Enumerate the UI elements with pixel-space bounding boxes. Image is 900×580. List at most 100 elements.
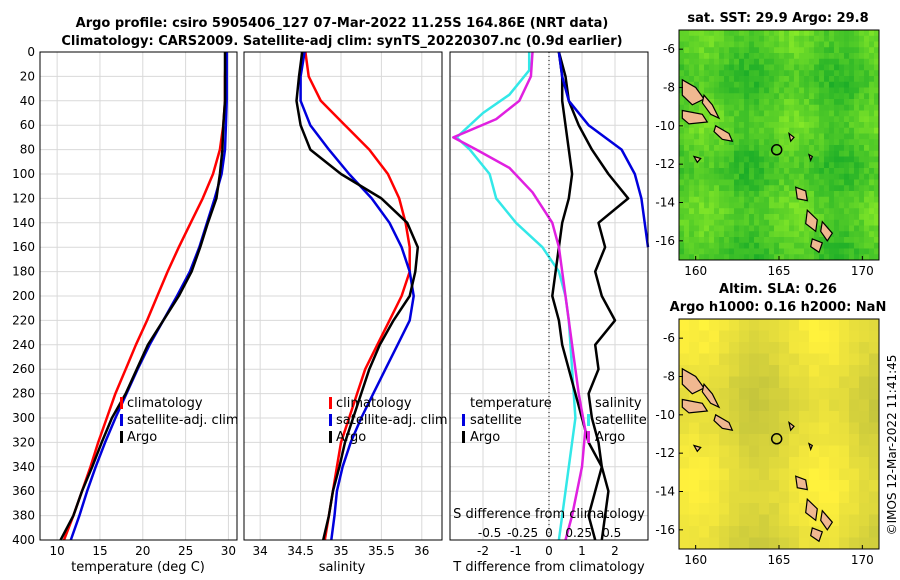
map-cell (699, 376, 710, 389)
map-cell (679, 122, 685, 129)
lat-tick-label: -10 (655, 408, 675, 422)
map-cell (774, 185, 780, 192)
map-cell (854, 53, 860, 60)
map-cell (779, 35, 785, 42)
map-cell (834, 76, 840, 83)
map-cell (679, 173, 685, 180)
map-cell (679, 445, 690, 458)
map-cell (849, 139, 855, 146)
map-cell (759, 64, 765, 71)
map-cell (869, 127, 875, 134)
map-cell (794, 53, 800, 60)
map-cell (759, 537, 770, 550)
map-cell (874, 99, 880, 106)
map-cell (849, 491, 860, 504)
map-cell (759, 179, 765, 186)
map-cell (764, 70, 770, 77)
map-cell (749, 399, 760, 412)
temperature-gridlines (40, 51, 237, 541)
map-cell (859, 64, 865, 71)
map-cell (804, 35, 810, 42)
map-cell (874, 202, 880, 209)
map-cell (819, 411, 830, 423)
map-cell (694, 185, 700, 192)
s-difference-label: S difference from climatology (453, 507, 645, 522)
legend-swatch-climatology (329, 397, 332, 409)
map-cell (859, 179, 865, 186)
map-cell (724, 81, 730, 88)
difference-panel: -2 -1 0 1 2 T difference from climatology S … (449, 51, 650, 575)
map-cell (809, 376, 820, 389)
map-cell (764, 191, 770, 198)
map-cell (804, 87, 810, 94)
map-cell (824, 208, 830, 215)
map-cell (829, 457, 840, 469)
map-cell (789, 116, 795, 123)
map-cell (754, 214, 760, 221)
map-cell (749, 110, 755, 117)
map-cell (699, 214, 705, 221)
map-cell (784, 139, 790, 146)
map-cell (789, 53, 795, 60)
map-cell (859, 445, 870, 458)
map-cell (819, 76, 825, 83)
map-cell (859, 457, 870, 469)
map-cell (859, 139, 865, 146)
map-cell (754, 202, 760, 209)
map-cell (704, 242, 710, 249)
map-cell (829, 196, 835, 203)
map-cell (859, 399, 870, 412)
map-cell (694, 196, 700, 203)
map-cell (749, 116, 755, 123)
map-cell (784, 104, 790, 111)
map-cell (729, 30, 735, 37)
map-cell (869, 116, 875, 123)
sst-map-lon-ticks: 160 165 170 (684, 256, 874, 278)
map-cell (804, 30, 810, 37)
map-cell (799, 248, 805, 255)
map-cell (769, 353, 780, 366)
map-cell (799, 457, 810, 469)
map-cell (694, 30, 700, 37)
map-cell (839, 237, 845, 244)
map-cell (739, 342, 750, 354)
map-cell (759, 365, 770, 377)
map-cell (814, 196, 820, 203)
lon-tick-label: 170 (851, 553, 874, 567)
map-cell (844, 242, 850, 249)
map-cell (719, 491, 730, 504)
map-cell (829, 242, 835, 249)
map-cell (759, 173, 765, 180)
map-cell (739, 127, 745, 134)
map-cell (799, 156, 805, 163)
map-cell (749, 388, 760, 400)
map-cell (749, 70, 755, 77)
map-cell (749, 145, 755, 152)
map-cell (809, 47, 815, 54)
map-cell (849, 99, 855, 106)
map-cell (849, 93, 855, 100)
map-cell (754, 162, 760, 169)
map-cell (739, 87, 745, 94)
map-cell (769, 30, 775, 37)
map-cell (739, 139, 745, 146)
map-cell (734, 76, 740, 83)
map-cell (684, 214, 690, 221)
map-cell (869, 58, 875, 65)
map-cell (684, 76, 690, 83)
map-cell (784, 231, 790, 238)
map-cell (744, 225, 750, 232)
map-cell (804, 237, 810, 244)
map-cell (694, 41, 700, 48)
map-cell (814, 248, 820, 255)
map-cell (704, 168, 710, 175)
map-cell (859, 41, 865, 48)
temperature-tick-labels: 10 15 20 25 30 (49, 544, 236, 558)
map-cell (809, 254, 815, 261)
map-cell (819, 53, 825, 60)
series-line-s-satellite (452, 51, 587, 541)
map-cell (734, 173, 740, 180)
map-cell (754, 30, 760, 37)
x-tick-label: 34.5 (287, 544, 314, 558)
sla-map-title-line2: Argo h1000: 0.16 h2000: NaN (670, 300, 887, 315)
